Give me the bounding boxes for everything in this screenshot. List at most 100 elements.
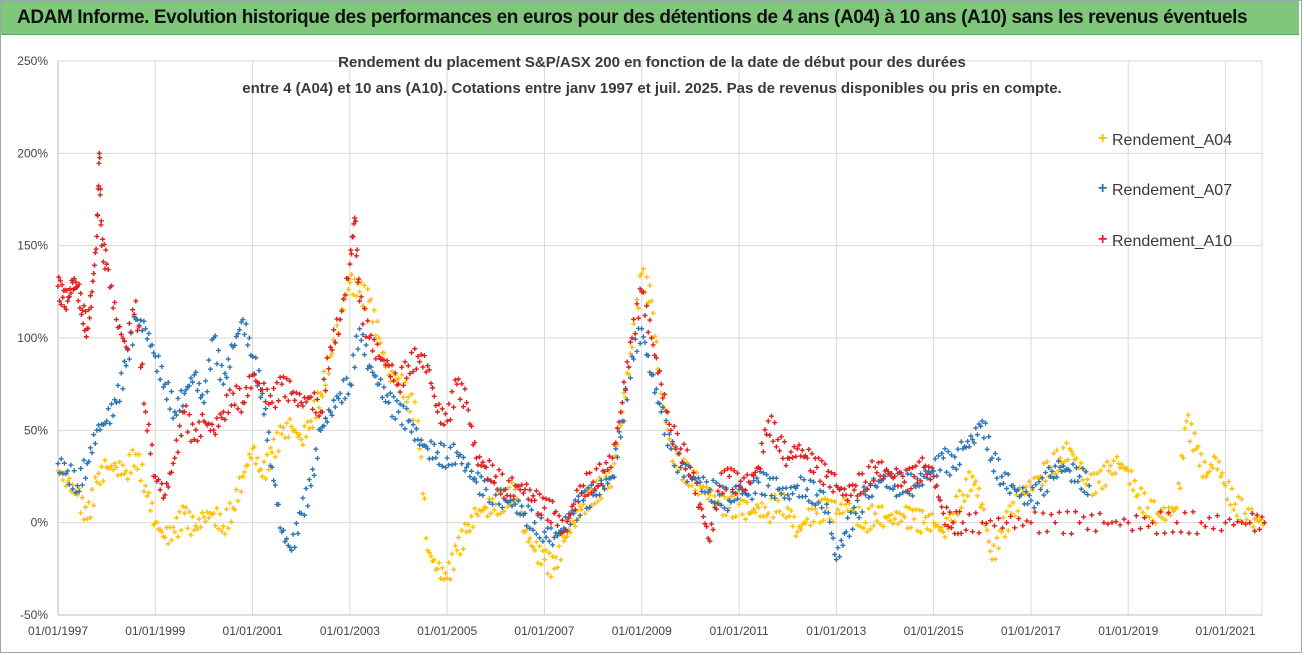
x-tick-label: 01/01/2005 [417, 624, 477, 638]
data-point-rendement-a04 [1213, 455, 1219, 461]
data-point-rendement-a04-fill [1224, 497, 1230, 503]
data-point-rendement-a10-fill [67, 286, 73, 292]
data-point-rendement-a04-fill [506, 485, 512, 491]
data-point-rendement-a10-fill [764, 432, 770, 438]
data-point-rendement-a04 [814, 510, 820, 516]
data-point-rendement-a04 [84, 516, 90, 522]
data-point-rendement-a04-fill [867, 526, 873, 532]
data-point-rendement-a04-fill [1156, 513, 1162, 519]
data-point-rendement-a07 [678, 464, 684, 470]
data-point-rendement-a07-fill [533, 531, 539, 537]
data-point-rendement-a10-fill [674, 431, 680, 437]
data-point-rendement-a07-fill [704, 479, 710, 485]
data-point-rendement-a04 [376, 335, 382, 341]
data-point-rendement-a10-fill [81, 303, 87, 309]
data-point-rendement-a10-fill [498, 491, 504, 497]
data-point-rendement-a07-fill [186, 383, 192, 389]
data-point-rendement-a10-fill [825, 468, 831, 474]
data-point-rendement-a10-fill [640, 289, 646, 295]
data-point-rendement-a07 [201, 400, 207, 406]
data-point-rendement-a04 [785, 505, 791, 511]
data-point-rendement-a04-fill [869, 502, 875, 508]
data-point-rendement-a10-fill [983, 520, 989, 526]
data-point-rendement-a10-fill [245, 393, 251, 399]
data-point-rendement-a07-fill [246, 335, 252, 341]
data-point-rendement-a04-fill [1244, 517, 1250, 523]
data-point-rendement-a10-fill [582, 493, 588, 499]
data-point-rendement-a04-fill [418, 454, 424, 460]
data-point-rendement-a10-fill [995, 515, 1001, 521]
data-point-rendement-a10-fill [91, 271, 97, 277]
data-point-rendement-a10-fill [632, 331, 638, 337]
data-point-rendement-a04-fill [277, 423, 283, 429]
data-point-rendement-a07-fill [170, 415, 176, 421]
data-point-rendement-a07-fill [835, 545, 841, 551]
data-point-rendement-a10-fill [597, 461, 603, 467]
data-point-rendement-a04-fill [494, 512, 500, 518]
data-point-rendement-a04-fill [131, 463, 137, 469]
data-point-rendement-a07-fill [431, 441, 437, 447]
data-point-rendement-a10-fill [772, 420, 778, 426]
data-point-rendement-a10-fill [194, 438, 200, 444]
data-point-rendement-a10-fill [402, 359, 408, 365]
data-point-rendement-a07-fill [314, 455, 320, 461]
data-point-rendement-a10-fill [914, 480, 920, 486]
data-point-rendement-a10 [658, 381, 664, 387]
data-point-rendement-a10-fill [948, 525, 954, 531]
data-point-rendement-a10-fill [554, 522, 560, 528]
data-point-rendement-a04-fill [79, 495, 85, 501]
data-point-rendement-a07 [794, 483, 800, 489]
data-point-rendement-a10-fill [721, 468, 727, 474]
data-point-rendement-a10-fill [1008, 513, 1014, 519]
data-point-rendement-a07 [658, 409, 664, 415]
data-point-rendement-a07-fill [149, 342, 155, 348]
data-point-rendement-a10 [1101, 520, 1107, 526]
data-point-rendement-a10-fill [371, 337, 377, 343]
data-point-rendement-a10-fill [545, 517, 551, 523]
data-point-rendement-a07-fill [418, 437, 424, 443]
data-point-rendement-a07-fill [329, 412, 335, 418]
data-point-rendement-a07-fill [402, 426, 408, 432]
data-point-rendement-a04-fill [1005, 527, 1011, 533]
data-point-rendement-a10-fill [1064, 509, 1070, 515]
data-point-rendement-a04-fill [334, 322, 340, 328]
data-point-rendement-a10-fill [637, 286, 643, 292]
data-point-rendement-a10-fill [903, 467, 909, 473]
data-point-rendement-a07-fill [783, 485, 789, 491]
data-point-rendement-a07-fill [1015, 487, 1021, 493]
data-point-rendement-a04-fill [421, 496, 427, 502]
data-point-rendement-a10-fill [428, 380, 434, 386]
data-point-rendement-a10-fill [945, 523, 951, 529]
data-point-rendement-a04-fill [203, 518, 209, 524]
data-point-rendement-a07-fill [861, 484, 867, 490]
data-point-rendement-a10-fill [1085, 526, 1091, 532]
data-point-rendement-a04-fill [926, 512, 932, 518]
data-point-rendement-a07-fill [837, 554, 843, 560]
data-point-rendement-a10-fill [927, 477, 933, 483]
data-point-rendement-a07 [220, 381, 226, 387]
data-point-rendement-a10-fill [807, 468, 813, 474]
data-point-rendement-a10-fill [696, 504, 702, 510]
data-point-rendement-a07-fill [666, 431, 672, 437]
data-point-rendement-a07-fill [313, 446, 319, 452]
data-point-rendement-a04-fill [608, 484, 614, 490]
data-point-rendement-a10-fill [329, 347, 335, 353]
data-point-rendement-a10-fill [1068, 531, 1074, 537]
data-point-rendement-a04 [648, 298, 654, 304]
data-point-rendement-a07 [950, 464, 956, 470]
data-point-rendement-a10 [211, 427, 217, 433]
data-point-rendement-a04 [863, 520, 869, 526]
data-point-rendement-a10 [352, 215, 358, 221]
data-point-rendement-a07-fill [178, 388, 184, 394]
data-point-rendement-a07-fill [1026, 492, 1032, 498]
data-point-rendement-a10-fill [816, 455, 822, 461]
data-point-rendement-a04-fill [86, 499, 92, 505]
data-point-rendement-a10-fill [73, 279, 79, 285]
data-point-rendement-a04-fill [147, 508, 153, 514]
data-point-rendement-a10-fill [608, 464, 614, 470]
data-point-rendement-a07-fill [947, 472, 953, 478]
data-point-rendement-a07-fill [710, 477, 716, 483]
data-point-rendement-a04-fill [139, 461, 145, 467]
data-point-rendement-a04 [843, 501, 849, 507]
data-point-rendement-a07-fill [392, 416, 398, 422]
